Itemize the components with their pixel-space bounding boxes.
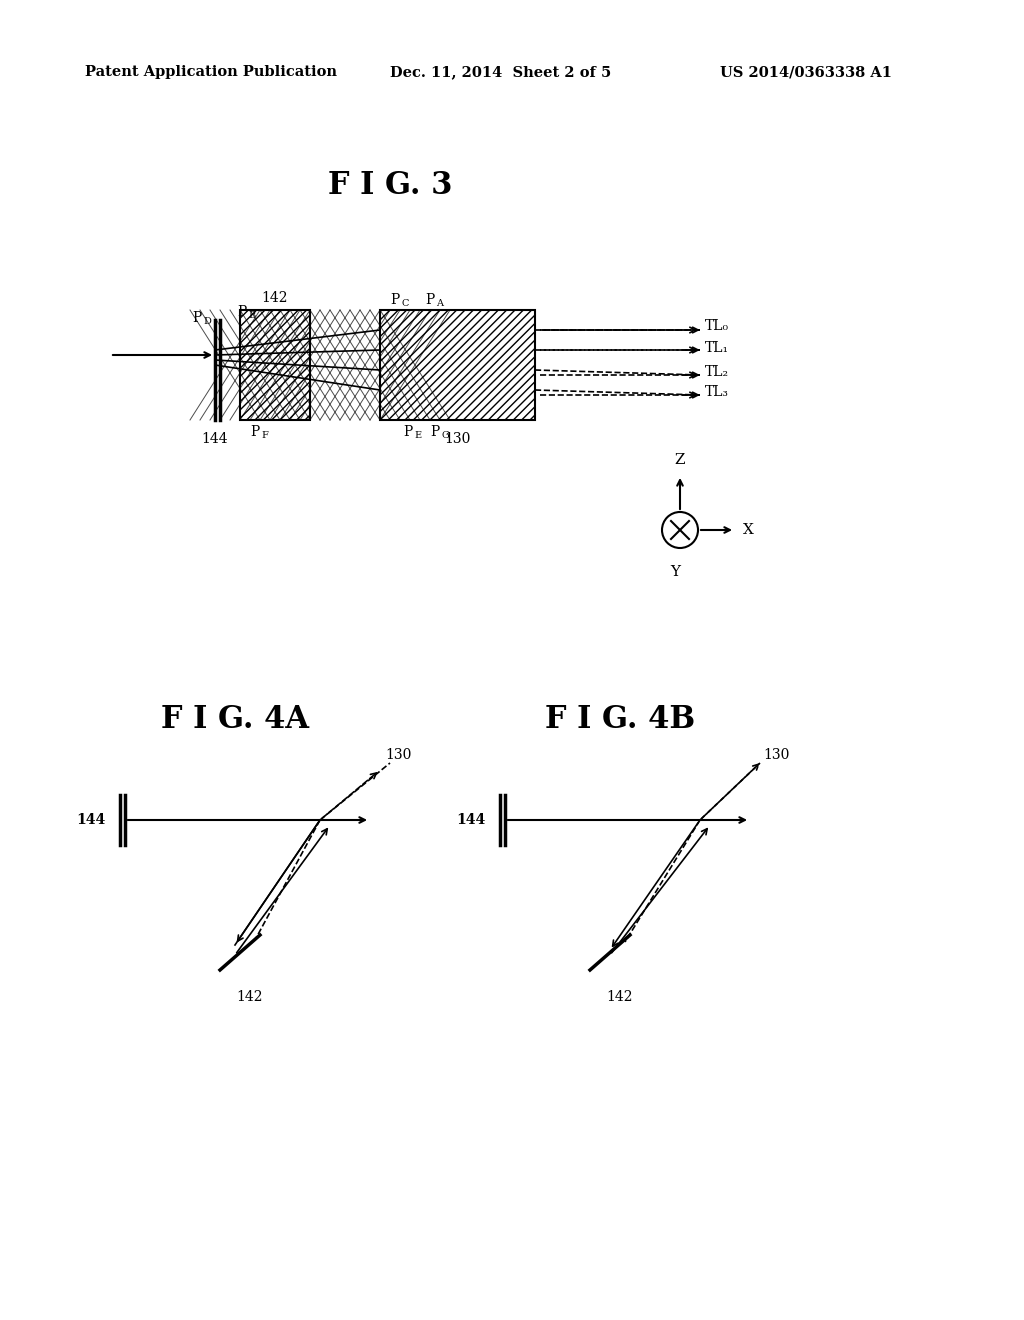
Text: Patent Application Publication: Patent Application Publication [85,65,337,79]
Text: P: P [403,425,413,440]
Text: F I G. 4B: F I G. 4B [545,705,695,735]
Bar [380,310,535,420]
Text: P: P [390,293,399,308]
Text: TL₁: TL₁ [705,341,729,355]
Text: P: P [193,312,202,325]
Text: B: B [249,312,256,321]
Text: 144: 144 [76,813,105,828]
Text: D: D [203,318,211,326]
Text: P: P [430,425,439,440]
Text: Y: Y [670,565,680,579]
Text: TL₀: TL₀ [705,319,729,333]
Text: 130: 130 [763,748,790,762]
Text: Dec. 11, 2014  Sheet 2 of 5: Dec. 11, 2014 Sheet 2 of 5 [390,65,611,79]
Text: US 2014/0363338 A1: US 2014/0363338 A1 [720,65,892,79]
Text: 130: 130 [385,748,412,762]
Text: A: A [436,300,443,309]
Text: P: P [238,305,247,319]
Text: X: X [743,523,754,537]
Text: 144: 144 [202,432,228,446]
Text: 142: 142 [237,990,263,1005]
Text: 142: 142 [262,290,288,305]
Text: 144: 144 [456,813,485,828]
Text: TL₃: TL₃ [705,385,729,399]
Text: C: C [401,300,409,309]
Text: 142: 142 [607,990,633,1005]
Text: Z: Z [675,453,685,467]
Text: G: G [441,432,449,441]
Text: F I G. 4A: F I G. 4A [161,705,309,735]
Text: P: P [425,293,434,308]
Text: F: F [261,432,268,441]
Text: E: E [415,432,422,441]
Text: TL₂: TL₂ [705,366,729,379]
Bar [240,310,310,420]
Text: P: P [251,425,260,440]
Text: F I G. 3: F I G. 3 [328,169,453,201]
Text: 130: 130 [443,432,470,446]
